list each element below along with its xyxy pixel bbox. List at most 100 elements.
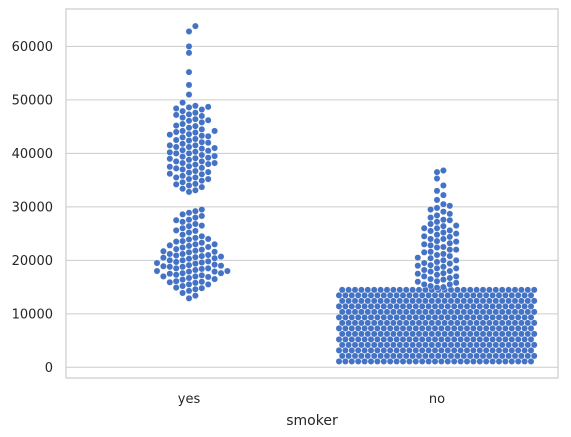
data-point [383,352,391,360]
data-point [452,246,460,254]
data-point [370,297,378,305]
data-point [357,286,365,294]
data-point [476,336,484,343]
data-point [211,254,219,262]
data-point [434,308,442,316]
data-point [473,308,480,316]
data-point [518,297,525,305]
data-point [204,103,212,111]
data-point [446,202,454,210]
data-point [204,273,212,281]
data-point [446,226,454,234]
data-point [446,260,454,267]
data-point [469,324,477,332]
data-point [402,286,410,294]
data-point [172,181,180,188]
data-point [179,282,187,290]
data-point [204,264,212,272]
data-point [191,266,199,274]
data-point [185,255,193,263]
data-point [527,302,535,310]
data-point [433,277,441,285]
data-point [501,336,509,343]
data-point [191,240,199,248]
data-point [185,287,193,295]
data-point [514,336,522,343]
data-point [427,214,434,221]
data-point [172,271,180,279]
data-point [373,324,381,332]
data-point [204,175,212,183]
data-point [415,352,423,360]
data-point [185,43,193,50]
data-point [389,286,397,294]
data-point [460,297,468,305]
data-point [179,107,187,115]
data-point [453,286,461,294]
y-tick-labels: 0 10000 20000 30000 40000 50000 60000 [12,40,53,376]
data-point [172,174,180,181]
data-point [204,147,212,155]
data-point [159,247,167,255]
data-point [425,324,432,332]
data-point [185,91,193,98]
data-point [179,237,187,245]
data-point [439,243,447,251]
data-point [489,336,496,343]
data-point [191,234,199,242]
data-point [185,68,193,76]
data-point [185,274,193,282]
data-point [217,253,225,261]
data-point [414,278,422,286]
data-point [377,286,384,294]
data-point [185,175,193,183]
data-point [348,324,356,332]
data-point [412,324,420,332]
data-point [172,111,180,119]
data-point [402,297,410,305]
data-point [452,230,460,238]
data-point [433,168,441,176]
data-point [505,352,512,360]
data-point [383,286,391,294]
data-point [444,336,452,343]
data-point [466,297,474,305]
data-point [172,284,180,292]
data-point [204,281,212,288]
plot-frame-rect [65,8,559,379]
y-tick-label: 0 [45,361,53,376]
data-point [191,227,199,235]
data-point [498,308,506,316]
data-point [179,178,187,186]
data-point [172,149,180,157]
data-point [198,212,206,220]
data-point [185,281,193,288]
data-point [521,324,528,332]
data-point [492,286,500,294]
data-point [345,286,352,294]
data-point [172,122,180,129]
data-point [452,264,460,272]
data-point [414,270,422,278]
data-point [166,278,174,286]
data-point [518,286,525,294]
data-point [511,286,519,294]
y-tick-label: 60000 [12,40,53,55]
data-point [179,210,187,218]
data-point [492,297,500,305]
data-point [198,151,206,159]
data-point [204,154,212,162]
data-point [341,336,349,343]
data-point [185,124,193,132]
data-point [441,352,448,360]
data-point [341,324,349,332]
data-point [453,297,461,305]
x-tick-label-yes: yes [178,392,201,407]
data-point [191,122,199,130]
data-point [191,180,199,188]
data-point [191,141,199,149]
data-point [198,145,206,152]
data-point [351,352,359,360]
data-point [415,308,423,316]
data-point [370,352,378,360]
